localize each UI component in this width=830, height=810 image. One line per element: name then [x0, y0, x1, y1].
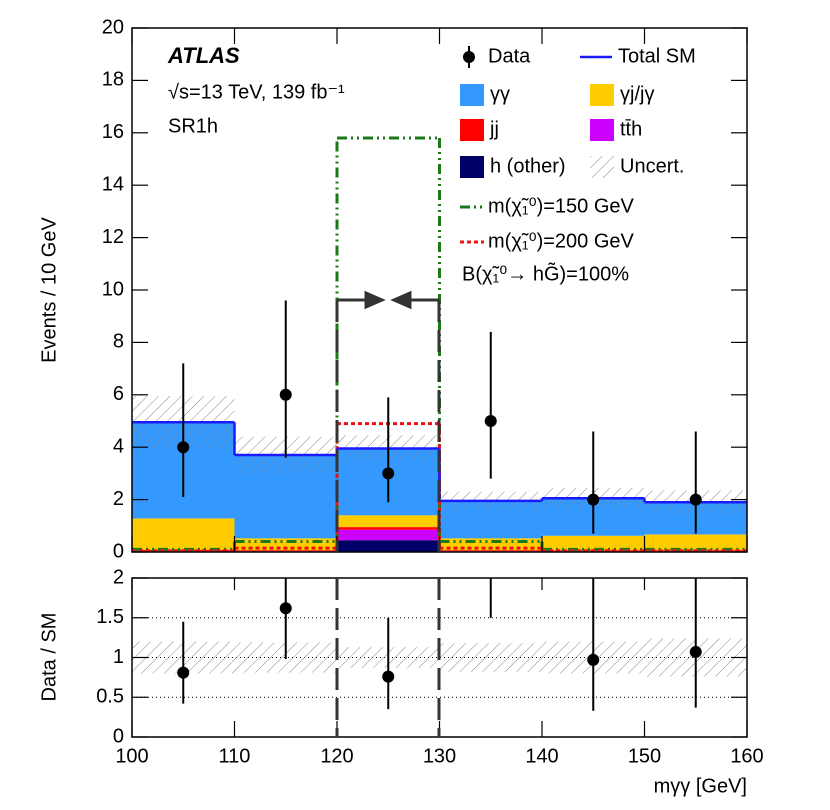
x-tick-label: 150 [628, 745, 661, 767]
x-tick-label: 120 [320, 745, 353, 767]
x-tick-label: 140 [525, 745, 558, 767]
legend-swatch [460, 156, 484, 178]
ratio-point [689, 645, 702, 658]
region-label: SR1h [168, 115, 218, 137]
ratio-point [279, 602, 292, 615]
stack-segment [337, 515, 440, 528]
stack-segment [439, 538, 542, 551]
ratio-plot [132, 578, 747, 711]
x-tick-label: 130 [423, 745, 456, 767]
y-axis-title: Events / 10 GeV [38, 217, 60, 363]
legend-label: γγ [490, 83, 510, 105]
data-point [689, 493, 702, 506]
legend-label: m(χ̃₁⁰)=200 GeV [488, 230, 635, 252]
stack-segment [542, 535, 645, 551]
stack-segment [337, 540, 440, 552]
y-tick-label: 2 [113, 488, 124, 510]
data-point [177, 441, 190, 454]
ratio-y-tick-label: 1 [113, 646, 124, 668]
legend-swatch [460, 84, 484, 106]
y-tick-label: 16 [102, 121, 124, 143]
ratio-y-axis-title: Data / SM [38, 613, 60, 702]
ratio-point [587, 653, 600, 666]
energy-label: √s=13 TeV, 139 fb⁻¹ [168, 81, 345, 103]
y-tick-label: 0 [113, 540, 124, 562]
y-tick-label: 6 [113, 383, 124, 405]
legend-label: γj/jγ [620, 83, 654, 105]
y-tick-label: 10 [102, 278, 124, 300]
ratio-point [177, 666, 190, 679]
stack-segment [337, 529, 440, 541]
data-point [382, 467, 395, 480]
ratio-y-tick-label: 2 [113, 566, 124, 588]
legend-label: m(χ̃₁⁰)=150 GeV [488, 195, 635, 217]
stack-segment [132, 518, 235, 550]
ratio-uncertainty-band [439, 643, 542, 672]
legend-swatch [590, 84, 614, 106]
arrowhead [364, 290, 386, 310]
arrowhead [390, 290, 412, 310]
y-tick-label: 12 [102, 226, 124, 248]
data-point [587, 493, 600, 506]
signal-note: B(χ̃₁⁰→ hG̃)=100% [462, 262, 629, 285]
stack-segment [337, 527, 440, 530]
y-tick-label: 18 [102, 69, 124, 91]
legend-swatch [460, 119, 484, 141]
experiment-label: ATLAS [167, 43, 240, 68]
x-axis-title: mγγ [GeV] [654, 775, 747, 797]
legend-label: Uncert. [620, 155, 684, 177]
ratio-y-tick-label: 1.5 [96, 606, 124, 628]
legend: Data Total SM γγ γj/jγ jj tt̄h h (other) Uncert… [460, 45, 696, 285]
y-tick-label: 14 [102, 173, 124, 195]
stack-segment [644, 534, 747, 551]
stack-segment [234, 538, 337, 551]
legend-label: tt̄h [620, 118, 642, 140]
main-plot [132, 136, 747, 552]
signal-region [335, 300, 441, 737]
data-point [279, 388, 292, 401]
legend-label: Data [488, 45, 531, 67]
ratio-point [382, 670, 395, 683]
data-point [484, 415, 497, 427]
legend-swatch [590, 119, 614, 141]
x-tick-label: 100 [115, 745, 148, 767]
ratio-y-tick-label: 0.5 [96, 686, 124, 708]
stack-segment [439, 550, 542, 552]
legend-swatch [590, 156, 614, 178]
y-tick-label: 20 [102, 16, 124, 38]
legend-label: Total SM [618, 45, 696, 67]
ratio-y-tick-label: 0 [113, 725, 124, 747]
legend-label: h (other) [490, 155, 566, 177]
x-tick-label: 160 [730, 745, 763, 767]
region-arrows [337, 290, 439, 310]
x-tick-label: 110 [219, 745, 251, 767]
stack-segment [234, 550, 337, 552]
legend-label: jj [489, 118, 499, 140]
legend-data-marker [463, 51, 475, 63]
y-tick-label: 4 [113, 435, 124, 457]
y-tick-label: 8 [113, 331, 124, 353]
